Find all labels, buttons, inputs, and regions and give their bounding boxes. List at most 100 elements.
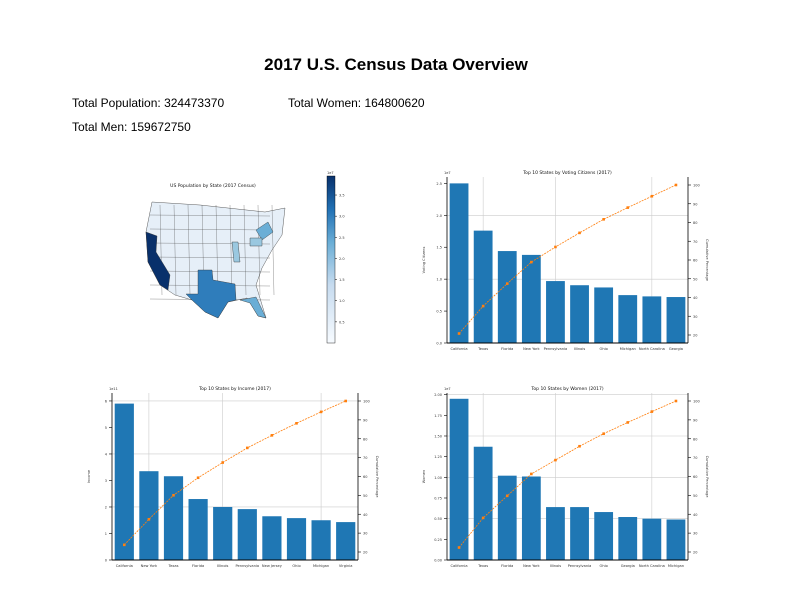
y2-tick-label: 30 bbox=[693, 315, 697, 319]
state-florida bbox=[239, 296, 267, 319]
bar-texas bbox=[473, 446, 493, 560]
bar-north-carolina bbox=[642, 518, 662, 560]
y-tick-label: 1.00 bbox=[434, 476, 442, 480]
bar-ohio bbox=[286, 518, 307, 560]
state-california bbox=[145, 231, 171, 291]
y2-axis-label: Cumulative Percentage bbox=[375, 456, 379, 499]
bar-ohio bbox=[594, 287, 614, 343]
colorbar-tick-label: 1.0 bbox=[339, 299, 345, 303]
x-tick-label: Ohio bbox=[599, 564, 607, 568]
colorbar-offset: 1e7 bbox=[327, 171, 334, 175]
x-tick-label: California bbox=[451, 564, 468, 568]
y-tick-label: 1.5 bbox=[436, 246, 442, 250]
x-tick-label: New York bbox=[523, 564, 540, 568]
colorbar-tick-label: 2.0 bbox=[339, 257, 345, 261]
state-illinois bbox=[231, 241, 241, 263]
cumulative-point bbox=[344, 399, 347, 403]
cumulative-point bbox=[196, 476, 200, 480]
y2-tick-label: 50 bbox=[693, 494, 697, 498]
x-tick-label: Georgia bbox=[621, 564, 635, 568]
cumulative-point bbox=[626, 421, 630, 424]
x-tick-label: Texas bbox=[477, 564, 488, 568]
y-tick-label: 5 bbox=[105, 426, 107, 430]
state-new-york bbox=[255, 221, 274, 241]
x-tick-label: Florida bbox=[501, 564, 513, 568]
x-tick-label: Florida bbox=[501, 347, 513, 351]
income-chart: 0 1 2 3 4 5 6 California New York Texas Florida Ill… bbox=[87, 386, 379, 568]
cumulative-line bbox=[458, 184, 677, 334]
cumulative-line bbox=[124, 400, 346, 546]
cumulative-point bbox=[602, 432, 605, 435]
colorbar-tick-label: 0.5 bbox=[339, 320, 345, 324]
y2-tick-label: 100 bbox=[693, 400, 700, 404]
y-tick-label: 0.00 bbox=[434, 559, 442, 563]
cumulative-point bbox=[674, 183, 678, 187]
bar-pennsylvania bbox=[546, 281, 565, 343]
y-tick-label: 6 bbox=[105, 399, 107, 403]
y2-tick-label: 100 bbox=[363, 400, 370, 404]
y2-tick-label: 20 bbox=[693, 551, 697, 555]
cumulative-point bbox=[578, 444, 581, 448]
bar-north-carolina bbox=[642, 296, 662, 343]
y2-tick-label: 20 bbox=[363, 551, 367, 555]
y-tick-label: 4 bbox=[105, 452, 108, 456]
cumulative-point bbox=[246, 446, 249, 450]
bar-florida bbox=[497, 251, 517, 343]
y2-tick-label: 60 bbox=[693, 475, 697, 479]
total-population: Total Population: 324473370 bbox=[72, 96, 225, 110]
cumulative-point bbox=[505, 494, 509, 498]
y-axis-label: Women bbox=[422, 470, 426, 484]
chart-title: Top 10 States by Income (2017) bbox=[198, 386, 271, 392]
x-tick-label: Ohio bbox=[599, 347, 607, 351]
bar-florida bbox=[497, 475, 517, 560]
x-tick-label: New Jersey bbox=[262, 564, 283, 568]
x-tick-label: Texas bbox=[477, 347, 488, 351]
colorbar-tick-label: 3.5 bbox=[339, 194, 345, 198]
x-tick-label: Virginia bbox=[339, 564, 353, 568]
cumulative-point bbox=[481, 516, 485, 520]
y-tick-label: 1 bbox=[105, 532, 107, 536]
y2-tick-label: 50 bbox=[693, 277, 697, 281]
bar-ohio bbox=[594, 512, 614, 560]
x-tick-label: Pennsylvania bbox=[568, 564, 592, 568]
bar-georgia bbox=[666, 297, 686, 343]
x-tick-label: Michigan bbox=[668, 564, 684, 568]
cumulative-point bbox=[650, 410, 654, 413]
state-border bbox=[187, 204, 191, 296]
state-border bbox=[149, 256, 271, 259]
state-border bbox=[149, 228, 271, 231]
cumulative-point bbox=[674, 399, 678, 403]
y-tick-label: 0.5 bbox=[436, 310, 442, 314]
bar-florida bbox=[188, 499, 208, 560]
bar-michigan bbox=[666, 519, 686, 560]
cumulative-point bbox=[147, 518, 151, 521]
state-border bbox=[149, 214, 271, 217]
x-tick-label: Florida bbox=[192, 564, 204, 568]
y-tick-label: 3 bbox=[105, 479, 107, 483]
colorbar-tick-label: 3.0 bbox=[339, 215, 345, 219]
cumulative-point bbox=[505, 282, 509, 285]
state-border bbox=[271, 204, 275, 296]
y-tick-label: 1.25 bbox=[434, 455, 442, 459]
x-tick-label: Illinois bbox=[574, 347, 586, 351]
y2-tick-label: 30 bbox=[363, 532, 367, 536]
y2-tick-label: 80 bbox=[363, 437, 367, 441]
bar-california bbox=[449, 398, 469, 560]
y-offset-label: 1e7 bbox=[444, 171, 451, 175]
y-tick-label: 0.75 bbox=[434, 496, 442, 500]
cumulative-point bbox=[319, 410, 323, 414]
bar-california bbox=[114, 403, 134, 560]
y2-tick-label: 100 bbox=[693, 184, 700, 188]
x-tick-label: North Carolina bbox=[639, 347, 665, 351]
bar-new-jersey bbox=[262, 516, 282, 560]
y2-tick-label: 90 bbox=[693, 202, 697, 206]
y2-tick-label: 50 bbox=[363, 494, 367, 498]
map-title: US Population by State (2017 Census) bbox=[170, 183, 256, 189]
total-women: Total Women: 164800620 bbox=[288, 96, 425, 110]
cumulative-line bbox=[458, 400, 677, 548]
y-axis-label: Voting Citizens bbox=[422, 247, 426, 274]
cumulative-point bbox=[578, 231, 581, 235]
bar-pennsylvania bbox=[237, 509, 257, 560]
